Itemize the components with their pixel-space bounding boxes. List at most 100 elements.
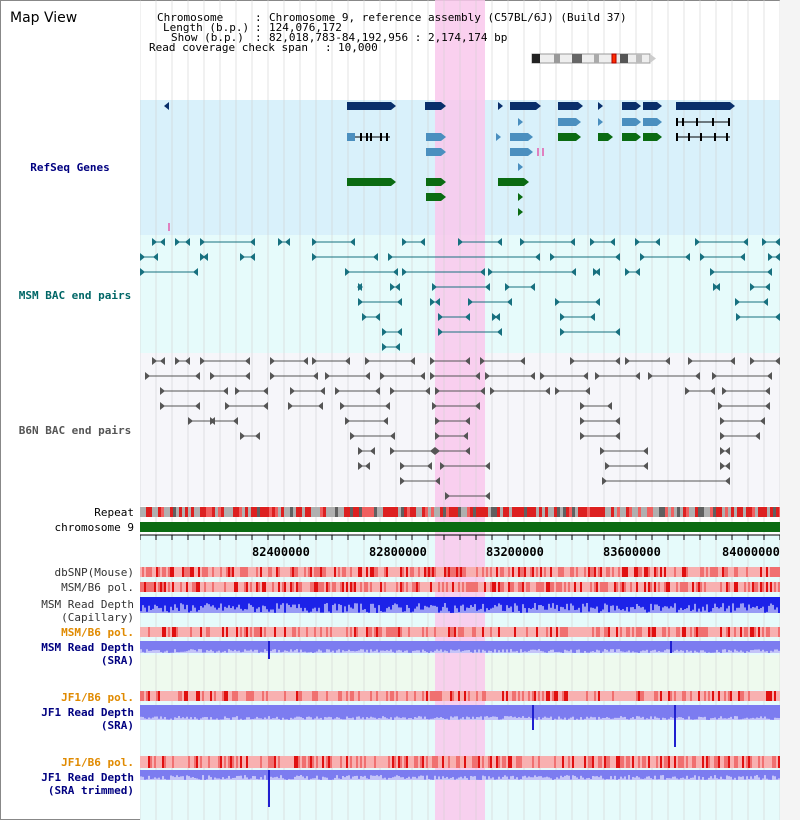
- polymorphism-cell: [342, 567, 344, 577]
- read-depth-dip: [262, 652, 264, 653]
- polymorphism-cell: [388, 582, 390, 592]
- polymorphism-cell: [266, 567, 268, 577]
- polymorphism-cell: [674, 691, 676, 701]
- read-depth-dip: [622, 651, 624, 653]
- polymorphism-cell: [742, 756, 744, 768]
- polymorphism-cell: [372, 691, 374, 701]
- read-depth-dip: [260, 718, 262, 720]
- repeat-block: [674, 507, 677, 517]
- read-depth-dip: [444, 650, 446, 653]
- polymorphism-cell: [488, 756, 490, 768]
- refseq-gene: [347, 102, 391, 110]
- read-depth-dip: [524, 717, 526, 720]
- polymorphism-cell: [290, 582, 292, 592]
- read-depth-dip: [566, 775, 568, 780]
- polymorphism-cell: [702, 756, 704, 768]
- polymorphism-cell: [438, 567, 440, 577]
- polymorphism-cell: [504, 691, 506, 701]
- repeat-block: [251, 507, 254, 517]
- polymorphism-cell: [192, 691, 194, 701]
- read-depth-dip: [286, 603, 288, 613]
- read-depth-dip: [674, 776, 676, 780]
- b6n-bac-pair-end: [245, 357, 250, 365]
- polymorphism-cell: [624, 582, 626, 592]
- chromosome-ideogram[interactable]: [528, 52, 658, 66]
- repeat-block: [662, 507, 665, 517]
- repeat-block: [191, 507, 194, 517]
- polymorphism-cell: [470, 691, 472, 701]
- polymorphism-cell: [212, 627, 214, 637]
- read-depth-dip: [394, 776, 396, 780]
- b6n-bac-pair-end: [235, 387, 240, 395]
- repeat-block: [386, 507, 389, 517]
- b6n-bac-pair-end: [720, 417, 725, 425]
- read-depth-dip: [228, 605, 230, 613]
- polymorphism-cell: [618, 756, 620, 768]
- read-depth-dip: [552, 649, 554, 653]
- polymorphism-cell: [140, 567, 142, 577]
- polymorphism-cell: [734, 627, 736, 637]
- read-depth-dip: [286, 719, 288, 720]
- polymorphism-cell: [514, 582, 516, 592]
- feature-canvas[interactable]: [140, 0, 780, 820]
- read-depth-dip: [556, 719, 558, 720]
- read-depth-dip: [412, 776, 414, 780]
- read-depth-dip: [616, 649, 618, 653]
- b6n-bac-pair-end: [625, 357, 630, 365]
- read-depth-dip: [190, 610, 192, 613]
- read-depth-dip: [548, 651, 550, 653]
- read-depth-dip: [622, 717, 624, 720]
- polymorphism-cell: [292, 567, 294, 577]
- read-depth-dip: [412, 611, 414, 613]
- polymorphism-cell: [770, 627, 772, 637]
- msm-bac-pair-end: [485, 283, 490, 291]
- span-label: Read coverage check span: [149, 41, 308, 54]
- polymorphism-cell: [354, 582, 356, 592]
- polymorphism-cell: [286, 567, 288, 577]
- read-depth-dip: [754, 607, 756, 613]
- read-depth-dip: [572, 775, 574, 780]
- polymorphism-cell: [398, 627, 400, 637]
- read-depth-dip: [394, 603, 396, 613]
- polymorphism-cell: [590, 567, 592, 577]
- polymorphism-cell: [168, 567, 170, 577]
- polymorphism-cell: [756, 691, 758, 701]
- read-depth-dip: [618, 649, 620, 653]
- read-depth-dip: [236, 716, 238, 720]
- read-depth-dip: [624, 716, 626, 720]
- read-depth-dip: [528, 608, 530, 613]
- read-depth-dip: [496, 652, 498, 653]
- read-depth-dip: [512, 717, 514, 720]
- read-depth-dip: [486, 716, 488, 720]
- read-depth-dip: [264, 649, 266, 653]
- b6n-bac-pair-end: [210, 417, 215, 425]
- polymorphism-cell: [196, 567, 198, 577]
- read-depth-dip: [210, 649, 212, 653]
- read-depth-dip: [262, 779, 264, 780]
- msm-bac-pair-end: [767, 268, 772, 276]
- read-depth-dip: [332, 650, 334, 653]
- polymorphism-cell: [524, 582, 526, 592]
- polymorphism-cell: [478, 582, 480, 592]
- repeat-block: [449, 507, 452, 517]
- axis-tick: 82800000: [369, 545, 427, 559]
- msm-bac-pair-end: [762, 238, 767, 246]
- polymorphism-cell: [366, 756, 368, 768]
- polymorphism-cell: [238, 582, 240, 592]
- polymorphism-cell: [416, 627, 418, 637]
- b6n-bac-pair-end: [240, 432, 245, 440]
- msm-bac-pair-end: [615, 328, 620, 336]
- polymorphism-cell: [344, 627, 346, 637]
- read-depth-dip: [636, 776, 638, 780]
- polymorphism-cell: [706, 567, 708, 577]
- polymorphism-cell: [686, 756, 688, 768]
- scrollbar-area[interactable]: [780, 0, 800, 820]
- read-depth-dip: [174, 604, 176, 613]
- polymorphism-cell: [670, 582, 672, 592]
- read-depth-dip: [526, 612, 528, 613]
- repeat-block: [278, 507, 281, 517]
- polymorphism-cell: [602, 756, 604, 768]
- polymorphism-cell: [272, 756, 274, 768]
- read-depth-dip: [686, 608, 688, 613]
- polymorphism-cell: [242, 582, 244, 592]
